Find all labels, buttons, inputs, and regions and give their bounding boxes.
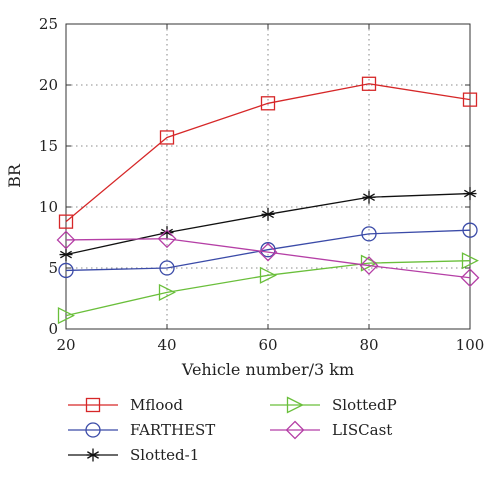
axis-ticks: 20 40 60 80 100 0 5 10 15 20 25	[39, 15, 484, 354]
data-point-slottedp	[158, 283, 176, 301]
data-point-slotted-1	[59, 248, 73, 262]
legend-marker	[86, 448, 100, 462]
legend-marker	[85, 422, 101, 438]
y-tick-label: 20	[39, 76, 58, 94]
legend-label: SlottedP	[332, 396, 397, 414]
series-line-slottedp	[65, 260, 471, 317]
data-point-slottedp	[360, 254, 378, 272]
legend: Mflood FARTHEST Slotted-1 SlottedP LISCast	[68, 396, 397, 464]
series-line-farthest	[65, 229, 471, 272]
data-point-liscast	[258, 242, 278, 262]
plot-frame	[65, 23, 471, 330]
data-point-mflood	[159, 130, 175, 145]
legend-item-liscast: LISCast	[270, 420, 392, 440]
series-slottedp	[57, 252, 479, 325]
data-point-slotted-1	[362, 190, 376, 204]
data-point-farthest	[462, 222, 478, 238]
y-tick-label: 25	[39, 15, 58, 33]
data-point-farthest	[58, 262, 74, 279]
x-axis-label: Vehicle number/3 km	[181, 360, 354, 379]
data-point-slotted-1	[261, 207, 275, 221]
series-line-mflood	[65, 83, 471, 223]
data-point-slotted-1	[463, 187, 477, 201]
y-axis-label: BR	[5, 163, 24, 188]
x-tick-label: 80	[359, 336, 378, 354]
x-tick-label: 100	[456, 336, 485, 354]
legend-marker	[85, 397, 101, 413]
series-mflood	[58, 76, 478, 229]
data-point-liscast	[359, 256, 379, 275]
legend-label: LISCast	[332, 421, 392, 439]
y-tick-label: 0	[48, 320, 58, 338]
legend-label: FARTHEST	[130, 421, 215, 439]
series-group	[56, 76, 480, 325]
legend-item-slotted-1: Slotted-1	[68, 446, 199, 464]
data-point-liscast	[157, 229, 177, 249]
series-farthest	[58, 222, 478, 279]
legend-item-slottedp: SlottedP	[270, 396, 397, 414]
x-tick-label: 20	[56, 336, 75, 354]
data-point-slottedp	[461, 252, 479, 270]
data-point-farthest	[159, 260, 175, 276]
data-point-slottedp	[259, 266, 277, 284]
series-liscast	[56, 229, 480, 288]
grid-lines	[66, 24, 470, 329]
legend-marker	[286, 396, 304, 414]
y-tick-label: 15	[39, 137, 58, 155]
legend-item-mflood: Mflood	[68, 396, 183, 414]
y-tick-label: 5	[48, 259, 58, 277]
data-point-farthest	[361, 226, 377, 242]
data-point-mflood	[58, 214, 74, 229]
data-point-liscast	[56, 230, 76, 250]
x-tick-label: 60	[258, 336, 277, 354]
data-point-liscast	[460, 268, 480, 288]
data-point-mflood	[361, 76, 377, 91]
x-tick-label: 40	[157, 336, 176, 354]
legend-label: Slotted-1	[130, 446, 199, 464]
series-line-liscast	[65, 238, 471, 279]
data-point-slotted-1	[160, 226, 174, 240]
legend-marker	[285, 420, 305, 440]
y-tick-label: 10	[39, 198, 58, 216]
data-point-mflood	[260, 96, 276, 111]
data-point-farthest	[260, 242, 276, 258]
legend-label: Mflood	[130, 396, 183, 414]
legend-item-farthest: FARTHEST	[68, 421, 215, 439]
data-point-mflood	[462, 92, 478, 107]
data-point-slottedp	[57, 307, 75, 325]
